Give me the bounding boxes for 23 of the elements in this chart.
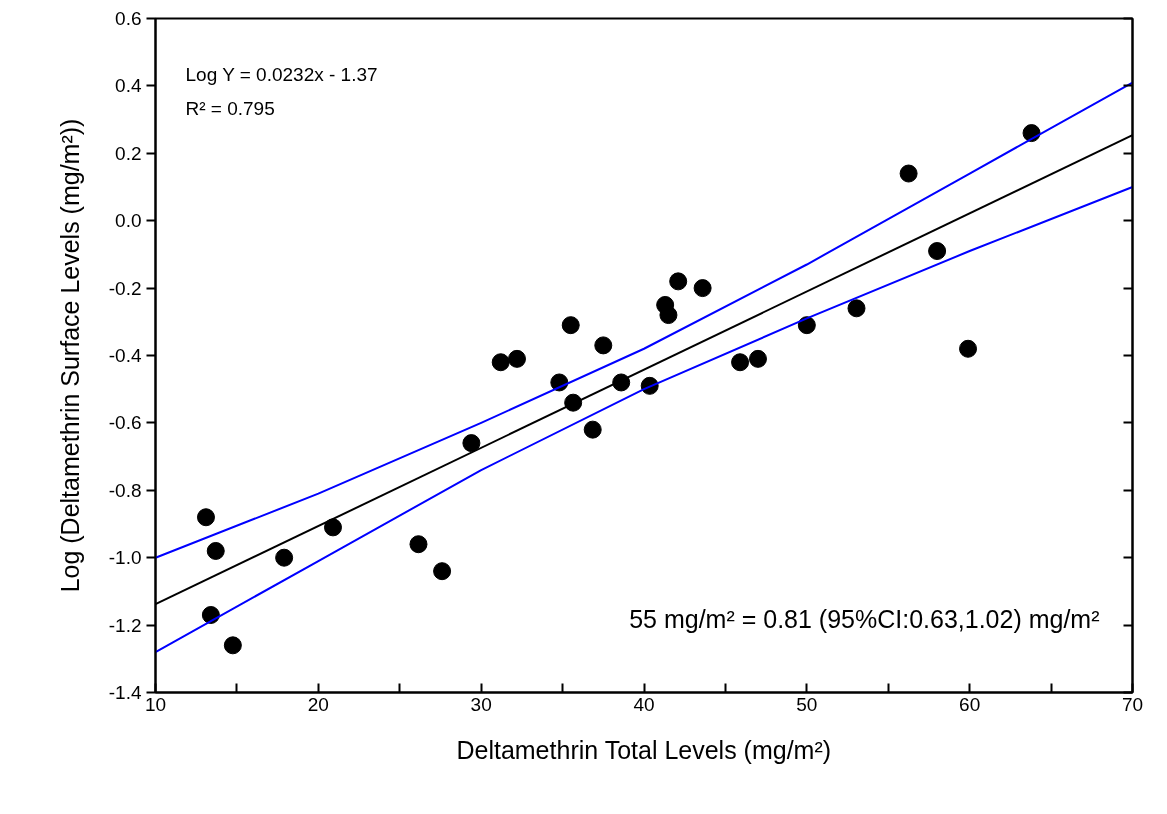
y-tick-label: 0.0	[115, 210, 142, 232]
y-tick-label: 0.6	[115, 8, 142, 29]
y-tick-label: -1.2	[108, 614, 142, 636]
y-tick-label: 0.2	[115, 142, 142, 164]
x-tick-label: 40	[633, 693, 655, 715]
y-tick-label: -0.8	[108, 479, 142, 501]
y-tick-label: 0.4	[115, 75, 142, 97]
annotation: Log Y = 0.0232x - 1.37	[185, 63, 378, 85]
y-tick-label: -0.4	[108, 345, 142, 366]
annotation: 55 mg/m² = 0.81 (95%CI:0.63,1.02) mg/m²	[629, 604, 1100, 633]
y-axis-title: Log (Deltamethrin Surface Levels (mg/m²))	[55, 118, 84, 593]
y-tick-label: -0.2	[108, 277, 142, 299]
x-tick-label: 20	[307, 693, 329, 715]
x-tick-label: 50	[796, 693, 818, 715]
x-tick-label: 30	[470, 693, 492, 715]
x-tick-label: 60	[959, 693, 981, 715]
x-tick-label: 70	[1121, 693, 1144, 715]
x-tick-label: 10	[144, 693, 167, 715]
x-axis-title: Deltamethrin Total Levels (mg/m²)	[456, 735, 832, 764]
y-tick-label: -1.4	[108, 682, 142, 703]
y-tick-label: -1.0	[108, 547, 142, 569]
annotation: R² = 0.795	[185, 97, 275, 119]
y-tick-label: -0.6	[108, 412, 142, 434]
